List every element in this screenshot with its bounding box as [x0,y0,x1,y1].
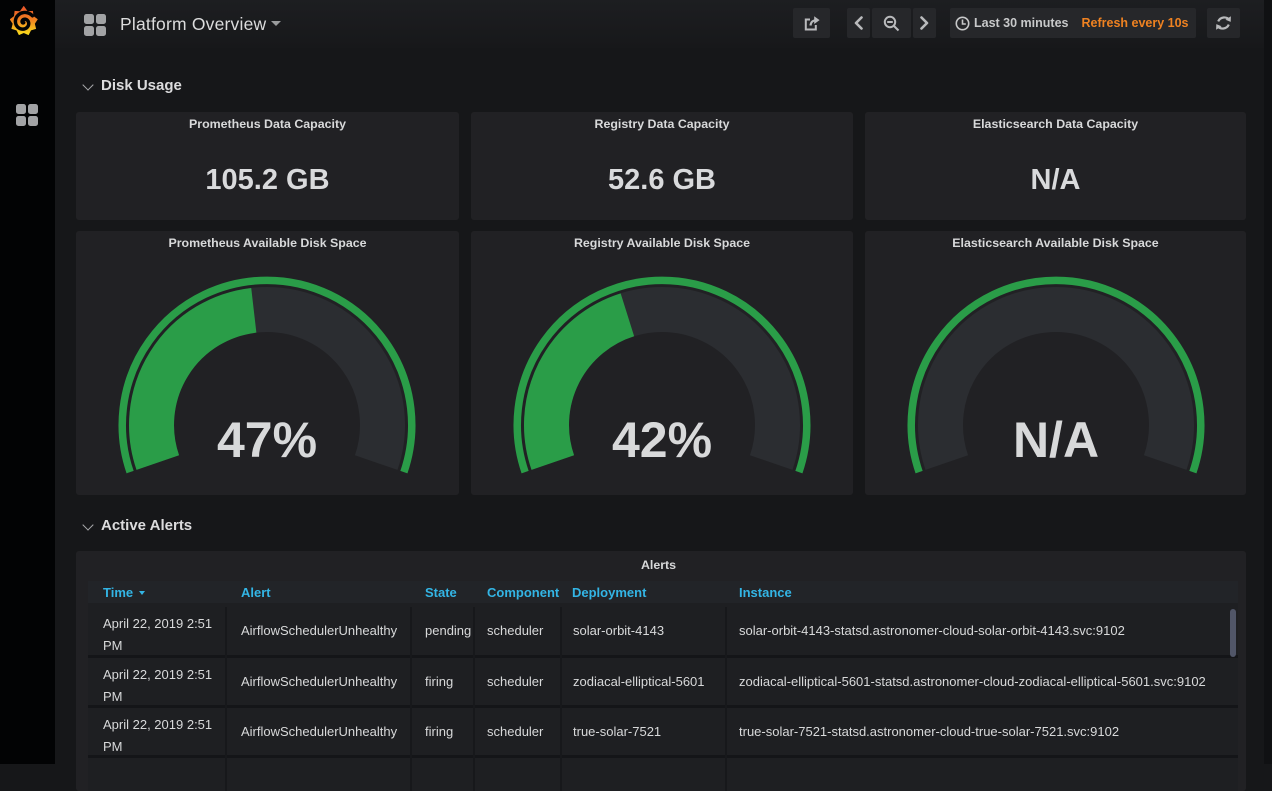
svg-text:N/A: N/A [1013,412,1099,468]
svg-text:42%: 42% [612,412,712,468]
svg-text:47%: 47% [217,412,317,468]
